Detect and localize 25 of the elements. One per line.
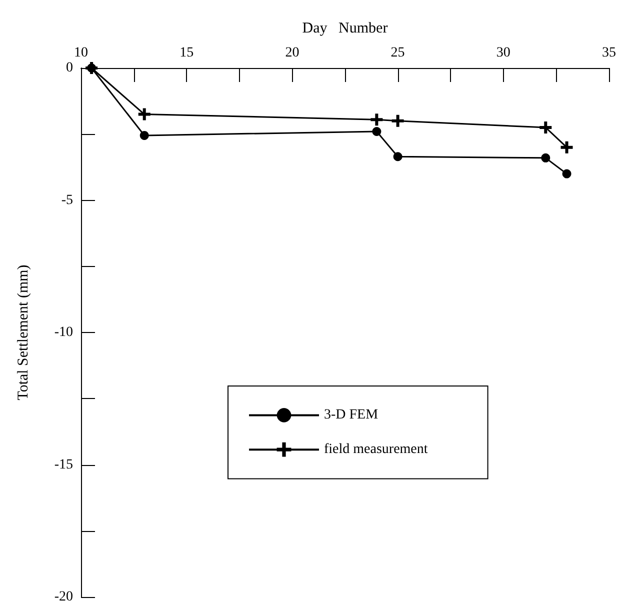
- x-tick-label: 20: [285, 46, 300, 60]
- point: [138, 108, 150, 120]
- y-axis-title: Total Settlement (mm): [16, 264, 32, 400]
- y-tick-label: -5: [61, 192, 73, 208]
- point: [562, 169, 572, 178]
- point: [560, 141, 573, 154]
- point: [393, 152, 402, 162]
- x-tick-label: 35: [602, 46, 616, 60]
- x-axis-title: Day Number: [302, 20, 388, 36]
- point: [370, 114, 383, 126]
- x-tick-label: 10: [74, 46, 88, 60]
- point: [372, 126, 382, 136]
- y-tick-label: -20: [54, 590, 73, 604]
- point: [541, 153, 550, 162]
- x-tick-label: 15: [180, 46, 194, 60]
- y-tick-label: -10: [54, 325, 73, 340]
- x-tick-label: 25: [390, 46, 405, 60]
- y-tick-label: -15: [54, 457, 73, 472]
- legend-label: field measurement: [324, 442, 428, 458]
- point: [392, 114, 404, 127]
- point: [140, 130, 149, 140]
- x-tick-label: 30: [496, 46, 510, 60]
- legend-label: 3-D FEM: [324, 408, 379, 423]
- y-tick-label: 0: [66, 60, 73, 76]
- point: [540, 122, 552, 134]
